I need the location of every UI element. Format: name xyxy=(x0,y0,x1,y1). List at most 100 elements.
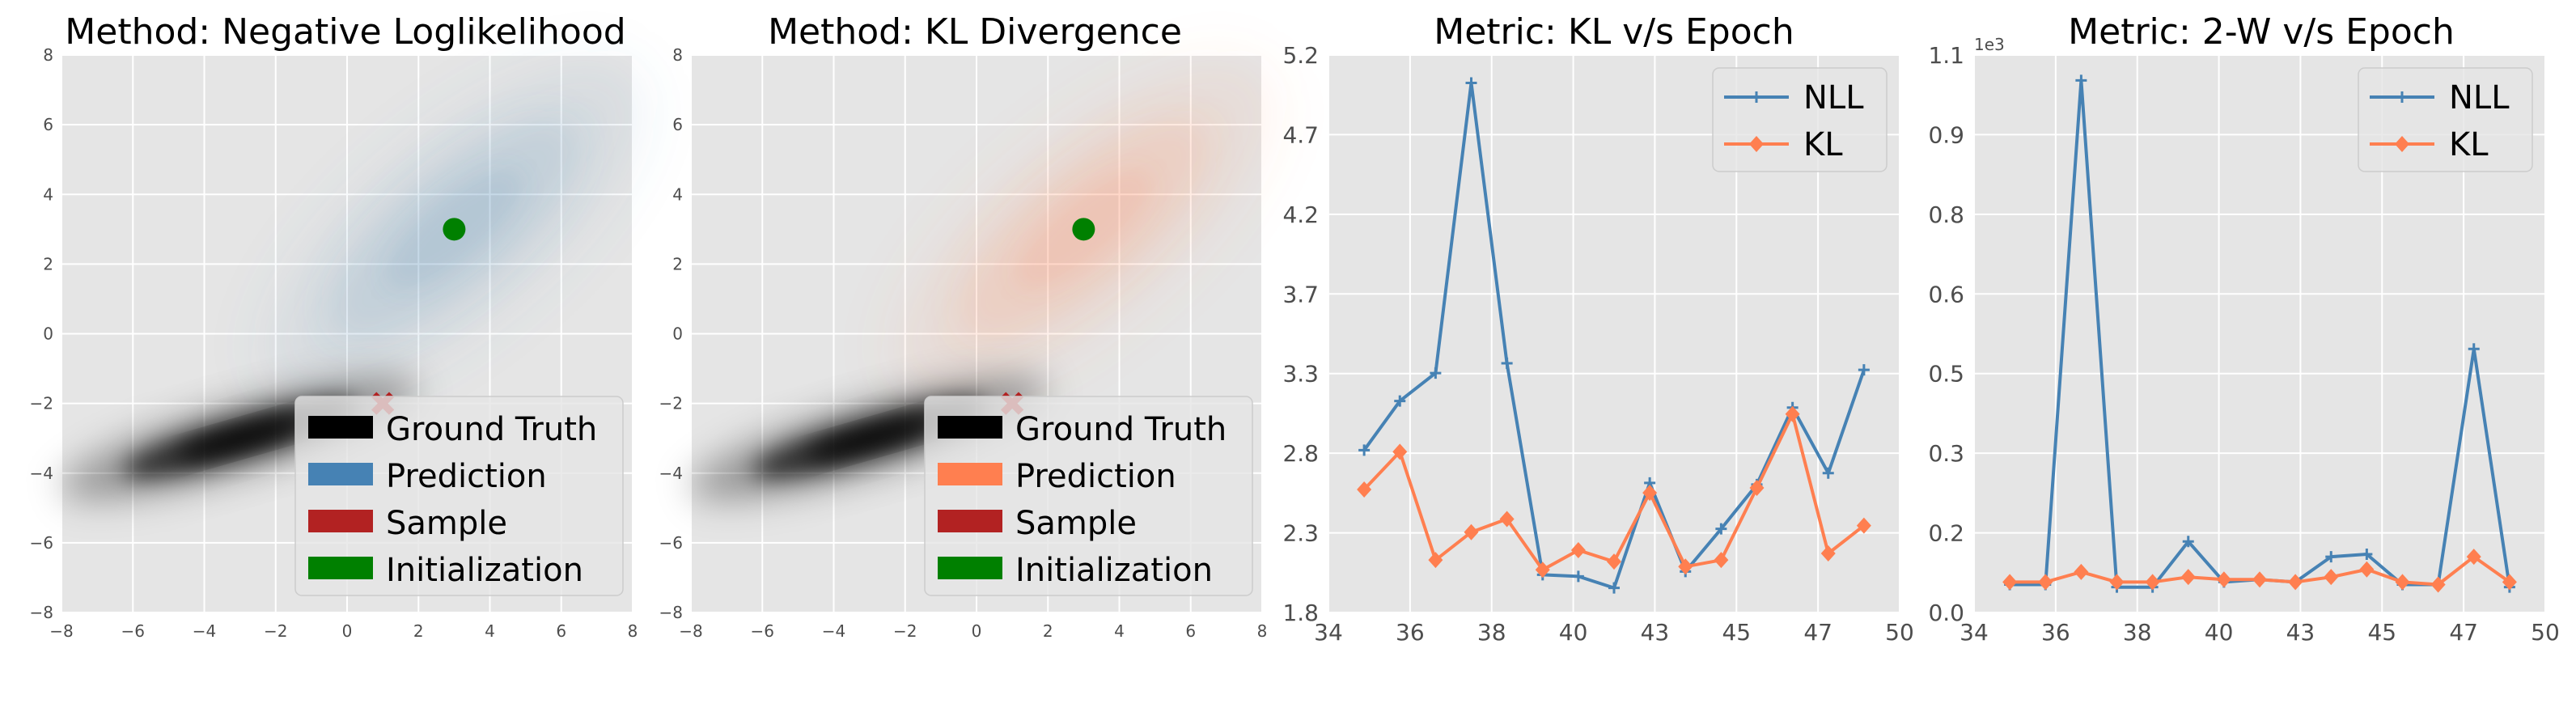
x-tick-label: 38 xyxy=(2123,619,2152,646)
legend-marker xyxy=(1751,91,1762,103)
data-point-kl xyxy=(1357,481,1372,498)
data-point-kl xyxy=(2288,574,2303,591)
data-point-kl xyxy=(2109,574,2125,591)
x-tick-label: −2 xyxy=(893,621,917,641)
data-point-nll xyxy=(2361,548,2373,560)
panel-title: Metric: KL v/s Epoch xyxy=(1434,11,1794,53)
legend-label: NLL xyxy=(2449,79,2510,117)
y-tick-label: −6 xyxy=(659,533,683,553)
data-point-kl xyxy=(2324,569,2339,586)
data-point-kl xyxy=(2252,571,2267,588)
data-point-nll xyxy=(1358,444,1371,456)
y-tick-label: −8 xyxy=(30,603,53,622)
x-tick-label: 40 xyxy=(2205,619,2234,646)
y-tick-label: −6 xyxy=(30,533,53,553)
data-point-kl xyxy=(1570,541,1586,558)
x-tick-label: 6 xyxy=(556,621,566,641)
data-point-nll xyxy=(2075,74,2087,87)
x-tick-label: 4 xyxy=(485,621,495,641)
data-point-nll xyxy=(1715,523,1727,535)
data-point-kl xyxy=(1535,562,1550,578)
y-tick-label: 1.1 xyxy=(1928,42,1964,69)
x-tick-label: −8 xyxy=(49,621,73,641)
x-tick-label: 45 xyxy=(1722,619,1751,646)
x-tick-label: 38 xyxy=(1477,619,1506,646)
data-point-kl xyxy=(1749,479,1765,496)
legend-label: KL xyxy=(1803,126,1843,163)
y-tick-label: 8 xyxy=(43,45,53,65)
x-tick-labels: 34 36 38 40 43 45 47 50 xyxy=(1314,619,1914,646)
data-point-kl xyxy=(2002,574,2018,591)
x-tick-label: 45 xyxy=(2367,619,2396,646)
y-tick-label: 0.6 xyxy=(1928,281,1964,307)
data-point-kl xyxy=(1499,511,1515,528)
data-point-nll xyxy=(1465,77,1477,89)
y-tick-label: 0.3 xyxy=(1928,440,1964,467)
x-tick-label: −2 xyxy=(264,621,287,641)
x-tick-label: 2 xyxy=(413,621,424,641)
x-tick-label: 4 xyxy=(1114,621,1125,641)
legend: NLL KL xyxy=(2358,67,2533,172)
y-tick-label: −2 xyxy=(30,394,53,413)
y-tick-label: −4 xyxy=(659,464,683,483)
legend-swatch xyxy=(938,510,1002,532)
y-tick-labels: −8 −6 −4 −2 0 2 4 6 8 xyxy=(30,45,53,622)
x-tick-label: 0 xyxy=(972,621,982,641)
data-point-kl xyxy=(1392,443,1408,460)
legend-label: Initialization xyxy=(1015,552,1213,589)
data-point-kl xyxy=(2216,571,2231,588)
y-tick-label: 0.5 xyxy=(1928,361,1964,388)
y-tick-labels: 0.0 0.2 0.3 0.5 0.6 0.8 0.9 1.1 xyxy=(1928,42,1964,626)
x-tick-label: 47 xyxy=(2449,619,2478,646)
x-tick-label: −4 xyxy=(822,621,845,641)
x-tick-label: −8 xyxy=(679,621,702,641)
legend-marker xyxy=(2396,91,2408,103)
y-tick-label: 0.2 xyxy=(1928,520,1964,547)
legend-marker xyxy=(1749,136,1764,152)
y-tick-label: −8 xyxy=(659,603,683,622)
initialization-marker xyxy=(1072,218,1095,241)
data-point-kl xyxy=(1607,553,1621,570)
legend-label: Initialization xyxy=(386,552,583,589)
legend-label: Sample xyxy=(1015,505,1137,542)
panel-title: Method: Negative Loglikelihood xyxy=(65,11,625,53)
legend-swatch xyxy=(938,416,1002,439)
data-point-kl xyxy=(2074,563,2089,580)
x-tick-labels: −8 −6 −4 −2 0 2 4 6 8 xyxy=(49,621,638,641)
x-tick-label: 36 xyxy=(1396,619,1425,646)
y-tick-labels: −8 −6 −4 −2 0 2 4 6 8 xyxy=(659,45,683,622)
data-point-nll xyxy=(2182,536,2194,548)
y-tick-label: 0.9 xyxy=(1928,121,1964,148)
legend-label: Ground Truth xyxy=(1015,411,1227,448)
data-point-kl xyxy=(1464,523,1479,540)
y-tick-label: 1.8 xyxy=(1282,600,1319,626)
data-point-kl xyxy=(1820,545,1836,562)
y-tick-label: 2 xyxy=(43,254,53,273)
kl-method-panel: Method: KL Divergence −8 −6 −4 −2 0 2 4 6 8 −8 −6… xyxy=(659,11,1273,641)
x-tick-label: 47 xyxy=(1803,619,1832,646)
data-point-kl xyxy=(2502,574,2517,591)
y-tick-label: 8 xyxy=(672,45,683,65)
legend-swatch xyxy=(308,416,373,439)
legend-label: Sample xyxy=(386,505,507,542)
x-tick-label: 43 xyxy=(2286,619,2315,646)
data-point-kl xyxy=(2395,574,2410,591)
series-lines xyxy=(1357,77,1871,594)
panel-title: Method: KL Divergence xyxy=(768,11,1182,53)
series-lines xyxy=(2002,74,2517,593)
legend-swatch xyxy=(938,463,1002,485)
panel-title: Metric: 2-W v/s Epoch xyxy=(2068,11,2455,53)
legend-swatch xyxy=(938,557,1002,579)
data-point-kl xyxy=(2038,574,2053,591)
data-point-kl xyxy=(2466,549,2481,566)
legend-label: Ground Truth xyxy=(386,411,597,448)
data-point-nll xyxy=(1501,357,1513,369)
data-point-kl xyxy=(1856,517,1871,534)
legend: Ground Truth Prediction Sample Initializati… xyxy=(924,396,1253,596)
legend-label: Prediction xyxy=(1015,458,1176,495)
y-tick-label: 4.7 xyxy=(1282,121,1319,148)
legend-label: Prediction xyxy=(386,458,547,495)
x-tick-label: 8 xyxy=(628,621,638,641)
legend-swatch xyxy=(308,510,373,532)
y-tick-label: −2 xyxy=(659,394,683,413)
